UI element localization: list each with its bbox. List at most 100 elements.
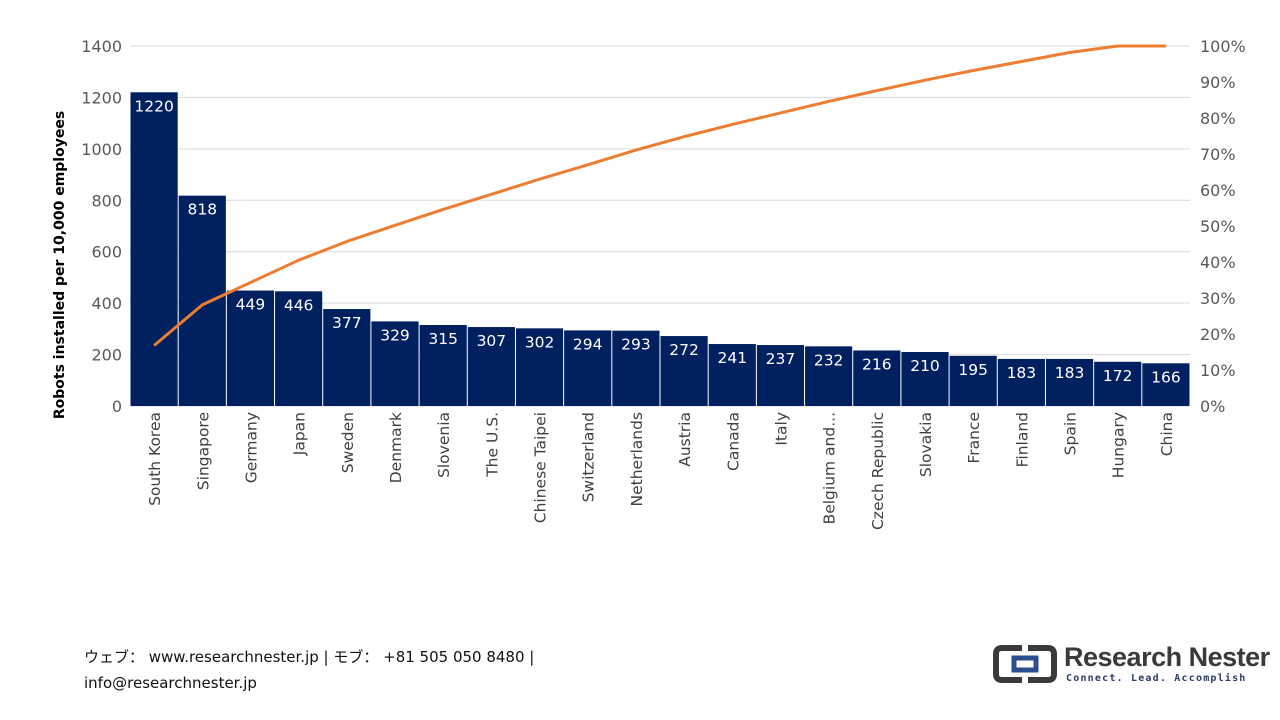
bar <box>708 344 756 406</box>
y-tick-label: 200 <box>91 346 122 365</box>
category-label: Slovakia <box>917 412 935 477</box>
category-label: France <box>965 412 983 464</box>
footer-line-1: ウェブ： www.researchnester.jp | モブ： +81 505… <box>84 648 535 666</box>
bar <box>419 325 467 406</box>
bar <box>564 330 612 406</box>
cumulative-line <box>153 44 1166 347</box>
bar-value-label: 449 <box>236 296 266 314</box>
y2-tick-label: 50% <box>1200 217 1236 236</box>
category-label: Canada <box>724 412 742 471</box>
y-tick-label: 1200 <box>81 88 122 107</box>
bar-value-label: 183 <box>1055 364 1085 382</box>
bar <box>612 330 660 406</box>
bar-value-label: 818 <box>187 201 217 219</box>
category-label: Hungary <box>1110 412 1128 478</box>
bar <box>371 321 419 406</box>
category-label: Italy <box>772 412 790 446</box>
bar-value-label: 307 <box>477 332 507 350</box>
y-tick-label: 600 <box>91 243 122 262</box>
category-label: Austria <box>676 412 694 467</box>
bar <box>1094 361 1142 406</box>
category-label: Singapore <box>194 412 212 490</box>
logo-icon <box>993 645 1057 683</box>
contact-footer: ウェブ： www.researchnester.jp | モブ： +81 505… <box>84 644 534 696</box>
left-axis-ticks: 0 200 400 600 800 1000 1200 1400 <box>81 37 122 416</box>
bar <box>1142 363 1190 406</box>
bar-value-label: 329 <box>380 326 410 344</box>
y2-tick-label: 20% <box>1200 325 1236 344</box>
right-axis-ticks: 0% 10% 20% 30% 40% 50% 60% 70% 80% 90% 100% <box>1200 37 1246 416</box>
category-label: Finland <box>1013 412 1031 467</box>
logo-wordmark: Research Nester <box>1064 642 1270 672</box>
logo-tagline: Connect. Lead. Accomplish <box>1066 673 1247 684</box>
y-tick-label: 1400 <box>81 37 122 56</box>
research-nester-logo: Research Nester Connect. Lead. Accomplis… <box>992 640 1270 690</box>
y2-tick-label: 10% <box>1200 361 1236 380</box>
bar-value-label: 183 <box>1007 364 1037 382</box>
footer-line-2: info@researchnester.jp <box>84 674 257 692</box>
cumulative-percentage-line <box>153 44 1166 347</box>
bar-value-label: 377 <box>332 314 362 332</box>
bar-value-label: 232 <box>814 351 844 369</box>
bar <box>467 327 515 406</box>
bar <box>1045 358 1094 406</box>
category-label: Germany <box>242 412 260 483</box>
bar <box>515 328 564 406</box>
bar <box>178 195 226 406</box>
category-label: Spain <box>1062 412 1080 455</box>
y2-tick-label: 80% <box>1200 109 1236 128</box>
bar-value-label: 195 <box>958 361 988 379</box>
pareto-chart: 1220 818 449 446 377 329 315 307 302 294 293 272 241… <box>52 37 1246 530</box>
bar-value-label: 302 <box>525 333 555 351</box>
y2-tick-label: 40% <box>1200 253 1236 272</box>
category-axis-labels: South Korea Singapore Germany Japan Sweden De… <box>146 412 1176 530</box>
bars <box>130 92 1190 407</box>
bar <box>226 290 275 406</box>
y-axis-title: Robots installed per 10,000 employees <box>52 111 68 419</box>
y2-tick-label: 70% <box>1200 145 1236 164</box>
category-label: Denmark <box>387 412 405 483</box>
bar <box>805 346 853 406</box>
category-label: China <box>1158 412 1176 456</box>
bar-value-label: 315 <box>428 330 458 348</box>
bar-value-label: 237 <box>766 350 796 368</box>
y2-tick-label: 30% <box>1200 289 1236 308</box>
y2-tick-label: 100% <box>1200 37 1246 56</box>
category-label: The U.S. <box>483 412 501 478</box>
y2-tick-label: 90% <box>1200 73 1236 92</box>
bar-value-label: 241 <box>717 349 747 367</box>
category-label: Slovenia <box>435 412 453 478</box>
category-label: Sweden <box>339 412 357 473</box>
bar-value-label: 293 <box>621 336 651 354</box>
category-label: Czech Republic <box>869 412 887 530</box>
category-label: Chinese Taipei <box>532 412 550 523</box>
bar-value-label: 294 <box>573 335 603 353</box>
bar-value-label: 210 <box>910 357 940 375</box>
category-label: Japan <box>291 412 309 456</box>
category-label: Switzerland <box>580 412 598 502</box>
bar <box>949 355 997 406</box>
bar <box>756 345 805 406</box>
bar <box>997 358 1045 406</box>
category-label: Belgium and... <box>821 412 839 524</box>
bar <box>275 291 323 406</box>
y2-tick-label: 0% <box>1200 397 1225 416</box>
category-label: South Korea <box>146 412 164 506</box>
y-tick-label: 0 <box>112 397 122 416</box>
bar-value-label: 216 <box>862 355 892 373</box>
y-tick-label: 1000 <box>81 140 122 159</box>
y2-tick-label: 60% <box>1200 181 1236 200</box>
bar-value-label: 172 <box>1103 367 1133 385</box>
bar <box>853 350 901 406</box>
bar <box>130 92 178 407</box>
y-tick-label: 800 <box>91 191 122 210</box>
bar-value-label: 1220 <box>134 97 173 115</box>
bar <box>323 309 371 406</box>
bar-value-label: 166 <box>1151 368 1181 386</box>
bar-value-label: 446 <box>284 296 314 314</box>
bar-value-label: 272 <box>669 341 699 359</box>
bar <box>660 336 708 406</box>
category-label: Netherlands <box>628 412 646 506</box>
bar-data-labels: 1220 818 449 446 377 329 315 307 302 294 293 272 241… <box>134 97 1180 386</box>
y-tick-label: 400 <box>91 294 122 313</box>
